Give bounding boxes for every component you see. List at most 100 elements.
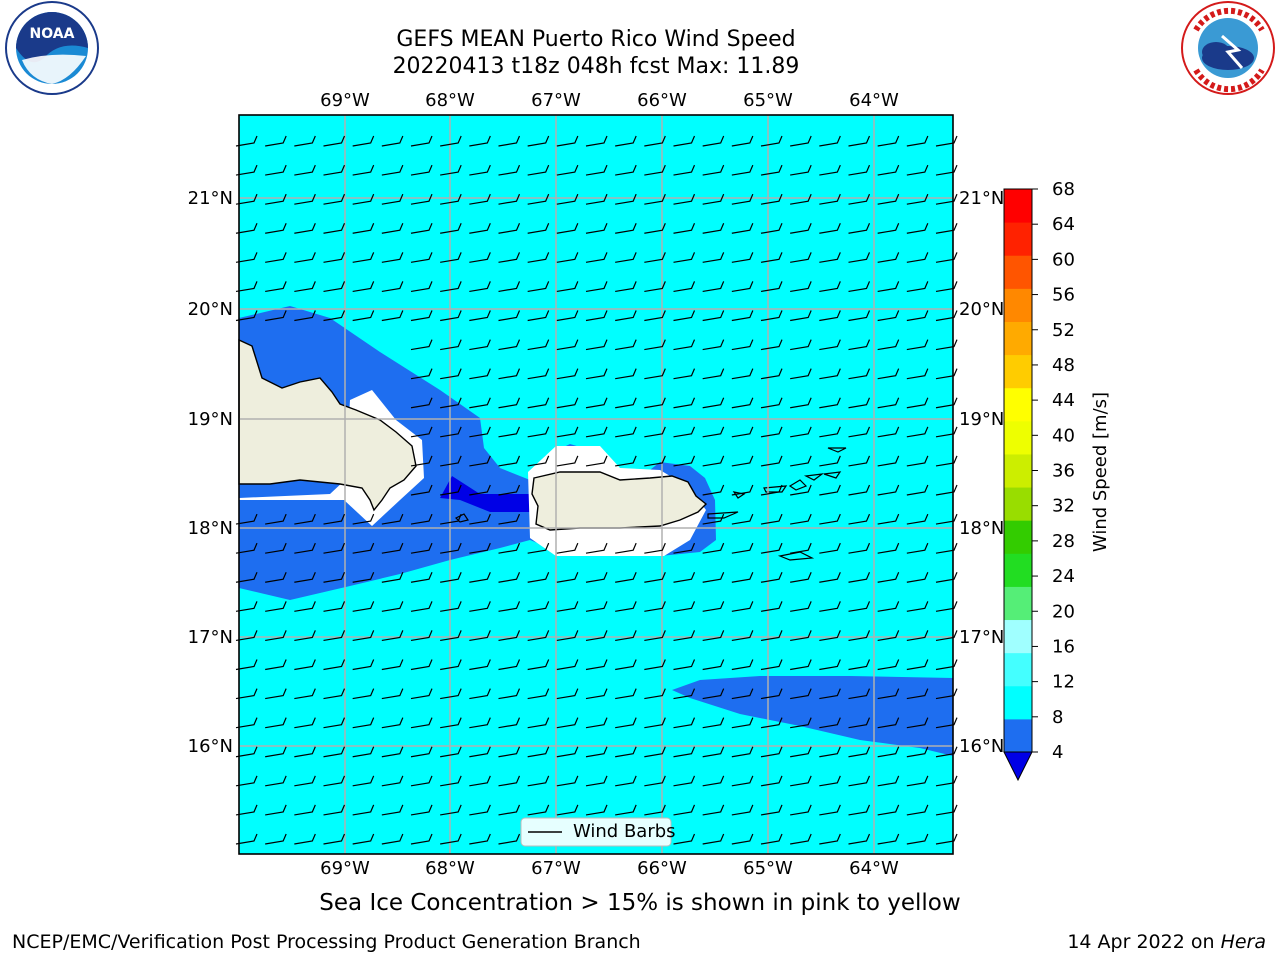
wind-barb [527,572,550,583]
wind-barb [673,775,696,787]
wind-barb [556,223,579,234]
wind-barb [556,717,579,729]
colorbar-segment [1004,288,1032,322]
wind-barb [585,455,608,467]
wind-barb [265,193,287,205]
wind-barb [410,630,433,642]
bottom-lon-labels: 69°W 68°W 67°W 66°W 65°W 64°W [320,858,899,879]
wind-barb [265,310,287,322]
colorbar-segment [1004,222,1032,256]
wind-barb [906,630,929,642]
wind-barb [673,368,696,380]
wind-barb [760,339,783,351]
wind-barb [790,455,812,467]
wind-barb [702,484,725,496]
wind-barb [235,630,258,642]
wind-barb [702,252,725,263]
wind-barb [469,572,491,583]
colorbar-segment [1004,255,1032,289]
wind-barb [527,775,550,787]
wind-barb [906,397,929,409]
wind-barb [848,484,871,496]
wind-barb [352,659,375,671]
wind-barb [906,542,929,554]
wind-barb [790,630,812,642]
wind-barb [702,135,725,147]
wind-barb [265,659,287,671]
wind-barb [848,455,871,467]
wind-barb [498,484,521,496]
wind-barb [235,659,258,671]
wind-barb [935,542,958,554]
wind-barb [556,397,579,409]
wind-barb [790,513,812,525]
wind-barb [702,542,725,554]
footer-host: Hera [1220,931,1266,953]
wind-barb [294,572,316,583]
wind-barb [673,164,696,176]
wind-barb [469,717,491,729]
wind-barb [877,775,900,787]
colorbar-tick-label: 28 [1052,531,1075,552]
wind-barb [469,688,491,700]
wind-barb [819,688,841,700]
lon-label-bottom: 64°W [849,858,899,879]
wind-barb [819,281,841,293]
wind-barb [848,717,871,729]
wind-barb [615,804,637,816]
colorbar-tick-label: 36 [1052,461,1075,482]
wind-barb [265,223,287,234]
wind-barb [265,252,287,263]
wind-barb [323,659,346,671]
wind-barb [498,193,521,205]
wind-barb [265,281,287,293]
wind-barb [469,193,491,205]
wind-barb [294,252,316,263]
wind-barb [381,542,404,554]
wind-barb [731,281,754,293]
wind-barb [585,193,608,205]
colorbar-tick-label: 44 [1052,390,1075,411]
wind-barb [410,455,433,467]
wind-barb [498,688,521,700]
wind-barb [527,746,550,758]
wind-barb [906,775,929,787]
wind-barb [877,455,900,467]
wind-barb [527,135,550,147]
wind-barb [527,455,550,467]
wind-barb [906,339,929,351]
wind-barb [615,746,637,758]
wind-barb [235,193,258,205]
wind-barb-legend: Wind Barbs [520,817,676,847]
wind-barb [381,630,404,642]
wind-barb [906,659,929,671]
wind-barb [469,601,491,612]
wind-barb [673,630,696,642]
wind-barb [294,804,316,816]
wind-barb [235,601,258,612]
wind-barb [731,601,754,612]
colorbar-segment [1004,387,1032,422]
wind-barb [935,746,958,758]
wind-barb [673,601,696,612]
wind-barb [819,164,841,176]
wind-barb [790,804,812,816]
wind-barb [294,775,316,787]
wind-barb [877,542,900,554]
wind-barb [410,281,433,293]
wind-barb [760,572,783,583]
wind-barb [440,688,462,700]
wind-barb [381,833,404,845]
wind-barb [498,164,521,176]
wind-barb [352,513,375,525]
wind-barb [848,746,871,758]
wind-barb [585,746,608,758]
wind-barb [906,252,929,263]
wind-barb [877,659,900,671]
wind-barb [644,193,666,205]
wind-barb [877,281,900,293]
wind-barb [469,542,491,554]
wind-barb [469,746,491,758]
hispaniola-land [238,338,417,512]
wind-barb [877,193,900,205]
